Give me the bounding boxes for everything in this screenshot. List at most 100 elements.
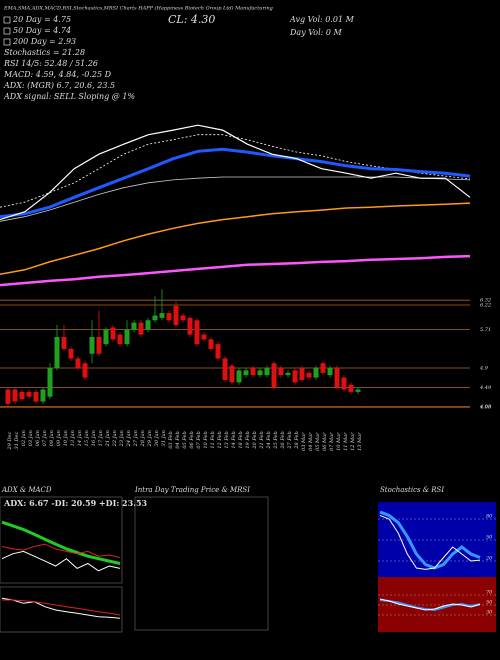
x-tick-label: 08 Jan: [49, 430, 55, 446]
candle-body: [47, 368, 53, 397]
candle-body: [222, 358, 228, 380]
x-tick-label: 29 Dec: [7, 432, 13, 451]
y-tick-label: 4.08: [479, 405, 491, 411]
candle-body: [145, 320, 151, 330]
legend-box: [3, 27, 11, 35]
y-tick-label: 20: [485, 556, 493, 562]
y-tick-label: 30: [486, 610, 493, 616]
stat-line: 50 Day = 4.74: [13, 26, 71, 35]
series-line: [0, 147, 471, 219]
candle-body: [208, 339, 214, 349]
series-line: [0, 176, 471, 222]
x-tick-label: 13 Jan: [70, 430, 76, 446]
macd-frame: [0, 586, 123, 633]
candle-body: [236, 370, 242, 383]
x-tick-label: 12 Feb: [217, 431, 223, 448]
y-tick-label: 4.49: [479, 385, 492, 391]
candle-body: [313, 368, 319, 378]
stat-line: 200 Day = 2.93: [12, 37, 76, 46]
candle-body: [264, 368, 270, 376]
series-line: [0, 124, 471, 221]
x-tick-label: 04 Feb: [175, 431, 181, 448]
series-line: [2, 599, 121, 616]
candle-body: [327, 368, 333, 376]
candle-body: [131, 322, 137, 330]
x-tick-label: 27 Feb: [287, 431, 293, 449]
x-tick-label: 03 Feb: [168, 431, 174, 448]
y-tick-label: 50: [486, 600, 493, 606]
candle-body: [159, 313, 165, 318]
stat-line: ADX signal: SELL Sloping @ 1%: [3, 92, 135, 101]
candle-body: [201, 334, 207, 340]
legend-box: [3, 16, 11, 24]
x-tick-label: 11 Mar: [343, 432, 349, 451]
x-tick-label: 14 Feb: [231, 431, 237, 448]
candle-body: [173, 305, 179, 326]
candle-body: [26, 391, 32, 397]
y-tick-label: 80: [486, 514, 493, 520]
stat-line: RSI 14/5: 52.48 / 51.26: [3, 59, 98, 68]
candle-body: [5, 389, 11, 404]
x-tick-label: 13 Feb: [224, 431, 230, 448]
candle-body: [180, 315, 186, 321]
stat-line: MACD: 4.59, 4.84, -0.25 D: [3, 70, 112, 79]
candle-body: [250, 368, 256, 376]
close-price: CL: 4.30: [168, 13, 215, 26]
x-tick-label: 14 Jan: [77, 430, 83, 446]
x-tick-label: 15 Jan: [84, 430, 90, 446]
x-tick-label: 24 Jan: [126, 430, 132, 447]
series-line: [1, 597, 121, 619]
x-tick-label: 24 Feb: [266, 431, 272, 449]
y-tick-label: 5.71: [480, 327, 491, 333]
candle-body: [334, 368, 340, 388]
candle-body: [19, 391, 25, 400]
x-tick-label: 06 Mar: [322, 432, 328, 451]
y-tick-label: 70: [486, 590, 493, 596]
candle-body: [12, 389, 18, 402]
x-tick-label: 30 Jan: [154, 430, 160, 446]
candle-body: [61, 336, 67, 349]
x-tick-label: 23 Jan: [119, 430, 125, 447]
adx-frame: [0, 496, 123, 584]
x-tick-label: 25 Feb: [273, 431, 279, 449]
candle-body: [278, 368, 284, 376]
x-tick-label: 05 Feb: [182, 431, 188, 448]
y-tick-label: 6.22: [480, 302, 491, 308]
x-tick-label: 21 Feb: [259, 431, 265, 449]
series-line: [379, 510, 481, 570]
legend-box: [3, 38, 11, 46]
candle-body: [257, 370, 263, 376]
candle-body: [103, 329, 109, 345]
candle-body: [243, 370, 249, 376]
candle-body: [138, 322, 144, 335]
day-volume: Day Vol: 0 M: [289, 28, 343, 37]
x-tick-label: 26 Feb: [280, 431, 286, 449]
series-line: [379, 598, 481, 611]
candle-body: [89, 336, 95, 354]
series-line: [1, 543, 121, 558]
x-tick-label: 17 Jan: [98, 430, 104, 446]
series-line: [1, 520, 121, 565]
x-tick-label: 02 Jan: [21, 430, 27, 446]
x-tick-label: 03 Jan: [28, 430, 34, 446]
x-tick-label: 22 Jan: [112, 430, 118, 447]
candle-body: [348, 384, 354, 392]
x-tick-label: 31 Jan: [161, 430, 167, 446]
x-tick-label: 16 Jan: [91, 430, 97, 446]
x-tick-label: 11 Feb: [210, 431, 216, 448]
series-line: [0, 202, 471, 276]
candle-body: [152, 315, 158, 321]
candle-body: [299, 368, 305, 380]
x-tick-label: 10 Feb: [203, 431, 209, 448]
stat-line: Stochastics = 21.28: [4, 48, 85, 57]
x-tick-label: 21 Jan: [105, 430, 111, 447]
x-tick-label: 07 Jan: [42, 430, 48, 446]
candle-body: [68, 348, 74, 359]
candle-body: [96, 336, 102, 354]
stat-line: ADX: (MGR) 6.7, 20.6, 23.5: [3, 81, 115, 90]
x-tick-label: 12 Mar: [350, 432, 356, 451]
x-tick-label: 28 Jan: [140, 430, 146, 447]
panel-title: ADX & MACD: [1, 486, 52, 494]
series-line: [379, 515, 481, 570]
candle-body: [194, 320, 200, 345]
